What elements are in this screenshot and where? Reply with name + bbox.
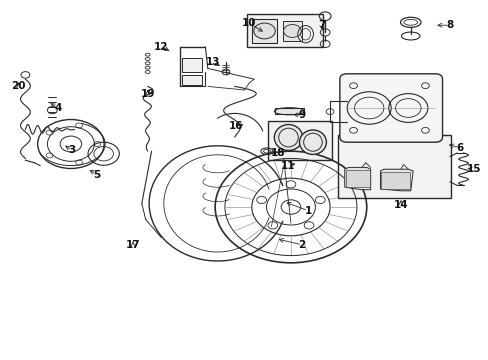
- Ellipse shape: [299, 130, 326, 154]
- Text: 9: 9: [298, 110, 305, 120]
- Text: 19: 19: [140, 89, 155, 99]
- FancyBboxPatch shape: [267, 121, 331, 160]
- FancyBboxPatch shape: [274, 108, 304, 114]
- Text: 18: 18: [270, 148, 285, 158]
- Text: 13: 13: [205, 57, 220, 67]
- Text: 12: 12: [154, 42, 168, 52]
- Ellipse shape: [274, 125, 302, 150]
- Text: 6: 6: [455, 143, 462, 153]
- Text: 16: 16: [228, 121, 243, 131]
- Text: 1: 1: [304, 206, 311, 216]
- Text: 14: 14: [393, 200, 407, 210]
- FancyBboxPatch shape: [282, 21, 302, 41]
- FancyBboxPatch shape: [345, 170, 369, 187]
- Text: 3: 3: [69, 145, 76, 156]
- Text: 8: 8: [446, 20, 452, 30]
- Text: 2: 2: [298, 240, 305, 250]
- FancyBboxPatch shape: [182, 75, 202, 85]
- Text: 4: 4: [54, 103, 61, 113]
- Text: 15: 15: [466, 164, 481, 174]
- Text: 7: 7: [317, 20, 325, 30]
- Text: 10: 10: [242, 18, 256, 28]
- FancyBboxPatch shape: [381, 172, 409, 189]
- Text: 11: 11: [281, 161, 295, 171]
- FancyBboxPatch shape: [252, 19, 276, 43]
- Polygon shape: [344, 167, 370, 190]
- FancyBboxPatch shape: [246, 14, 322, 47]
- Text: 5: 5: [93, 170, 100, 180]
- Text: 17: 17: [125, 240, 140, 250]
- Text: 20: 20: [11, 81, 26, 91]
- Circle shape: [253, 23, 275, 39]
- FancyBboxPatch shape: [338, 135, 450, 198]
- Polygon shape: [380, 169, 412, 191]
- FancyBboxPatch shape: [182, 58, 202, 72]
- FancyBboxPatch shape: [339, 74, 442, 142]
- Circle shape: [283, 24, 301, 37]
